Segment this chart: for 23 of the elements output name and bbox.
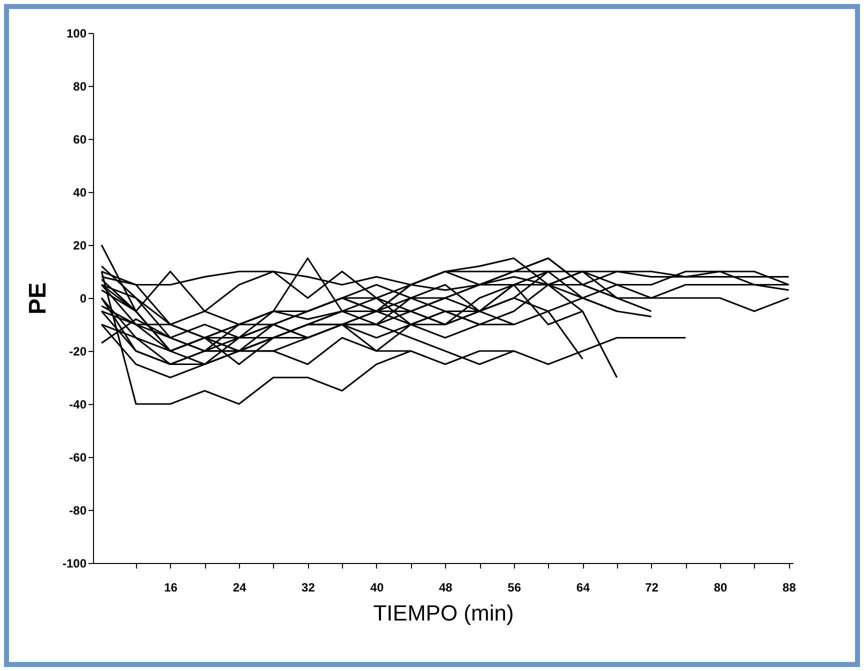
x-axis-title: TIEMPO (min) xyxy=(373,600,514,626)
y-tick-label: -60 xyxy=(69,450,87,464)
y-tick-label: -80 xyxy=(69,504,87,518)
y-axis-title: PE xyxy=(24,282,52,315)
x-tick-label: 40 xyxy=(370,580,384,594)
x-tick-label: 48 xyxy=(438,580,453,594)
y-tick-label: 80 xyxy=(73,80,87,94)
y-tick-label: -20 xyxy=(69,344,87,358)
x-tick-label: 88 xyxy=(782,580,796,594)
x-tick-label: 24 xyxy=(232,580,247,594)
x-tick-label: 16 xyxy=(164,580,178,594)
y-tick-label: -40 xyxy=(69,398,87,412)
x-tick-label: 72 xyxy=(645,580,659,594)
y-tick-label: 20 xyxy=(73,238,87,252)
x-tick-label: 80 xyxy=(714,580,728,594)
y-tick-label: 100 xyxy=(66,26,87,40)
y-tick-label: -100 xyxy=(62,556,87,570)
x-tick-label: 32 xyxy=(302,580,316,594)
y-tick-label: 0 xyxy=(80,292,87,306)
y-tick-label: 60 xyxy=(73,132,87,146)
y-tick-label: 40 xyxy=(73,186,87,200)
x-tick-label: 56 xyxy=(508,580,522,594)
x-tick-label: 64 xyxy=(576,580,590,594)
